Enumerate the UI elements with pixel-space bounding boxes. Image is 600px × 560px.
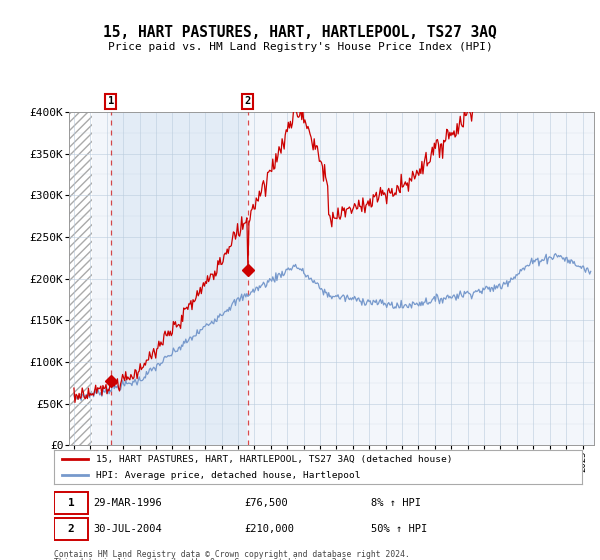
Text: 2: 2: [68, 524, 74, 534]
Text: This data is licensed under the Open Government Licence v3.0.: This data is licensed under the Open Gov…: [54, 558, 352, 560]
Text: £76,500: £76,500: [244, 498, 288, 508]
Text: 15, HART PASTURES, HART, HARTLEPOOL, TS27 3AQ: 15, HART PASTURES, HART, HARTLEPOOL, TS2…: [103, 25, 497, 40]
Text: 2: 2: [244, 96, 251, 106]
Text: 1: 1: [107, 96, 114, 106]
FancyBboxPatch shape: [54, 492, 88, 514]
Text: 30-JUL-2004: 30-JUL-2004: [94, 524, 163, 534]
Text: 50% ↑ HPI: 50% ↑ HPI: [371, 524, 427, 534]
Bar: [110, 112, 247, 445]
Text: HPI: Average price, detached house, Hartlepool: HPI: Average price, detached house, Hart…: [96, 470, 361, 479]
Text: Price paid vs. HM Land Registry's House Price Index (HPI): Price paid vs. HM Land Registry's House …: [107, 42, 493, 52]
FancyBboxPatch shape: [54, 519, 88, 540]
Bar: [69, 112, 92, 445]
Text: Contains HM Land Registry data © Crown copyright and database right 2024.: Contains HM Land Registry data © Crown c…: [54, 550, 410, 559]
Text: £210,000: £210,000: [244, 524, 294, 534]
Text: 29-MAR-1996: 29-MAR-1996: [94, 498, 163, 508]
Text: 8% ↑ HPI: 8% ↑ HPI: [371, 498, 421, 508]
Text: 15, HART PASTURES, HART, HARTLEPOOL, TS27 3AQ (detached house): 15, HART PASTURES, HART, HARTLEPOOL, TS2…: [96, 455, 453, 464]
Text: 1: 1: [68, 498, 74, 508]
